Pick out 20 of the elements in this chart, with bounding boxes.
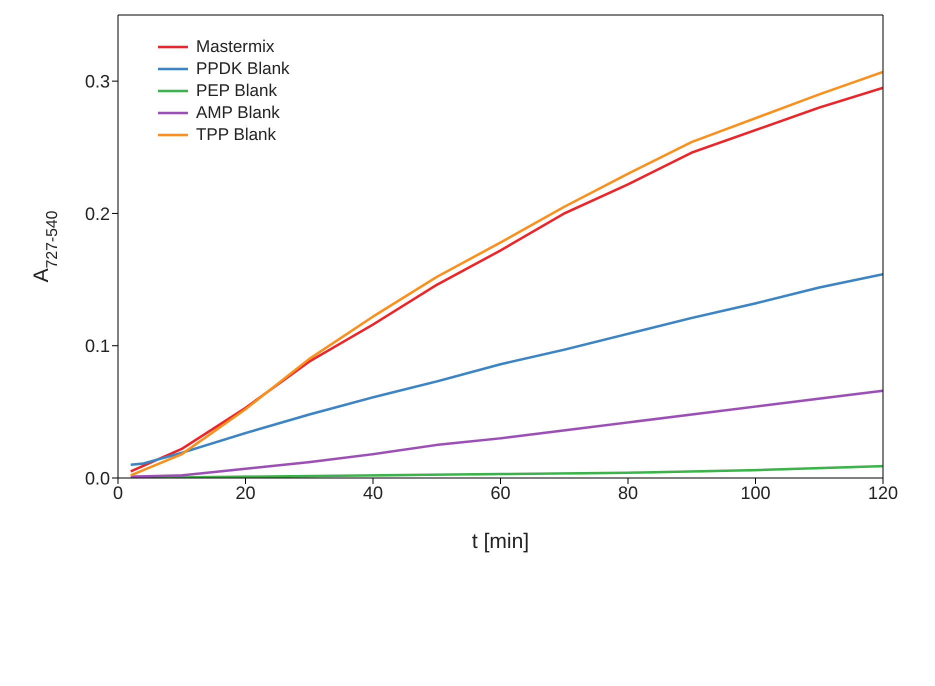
line-series [130, 464, 883, 478]
x-tick-label: 100 [740, 482, 771, 503]
legend-label: PPDK Blank [196, 59, 290, 79]
x-axis-title: t [min] [472, 530, 530, 553]
x-tick-label: 0 [112, 482, 124, 503]
y-tick-label: 0.1 [84, 336, 110, 356]
legend-label: Mastermix [196, 37, 274, 57]
x-tick-label: 80 [618, 482, 638, 503]
line-series [130, 273, 883, 466]
x-tick-label: 120 [868, 482, 898, 503]
legend-label: TPP Blank [196, 125, 276, 145]
y-tick-label: 0.0 [84, 468, 110, 488]
x-tick-label: 20 [235, 482, 256, 503]
x-tick-label: 60 [490, 482, 511, 503]
y-tick-label: 0.2 [84, 204, 110, 224]
x-tick-label: 40 [362, 482, 384, 503]
legend-label: AMP Blank [196, 103, 280, 123]
y-tick-label: 0.3 [84, 72, 110, 92]
line-series [130, 389, 883, 478]
legend-label: PEP Blank [196, 81, 277, 101]
